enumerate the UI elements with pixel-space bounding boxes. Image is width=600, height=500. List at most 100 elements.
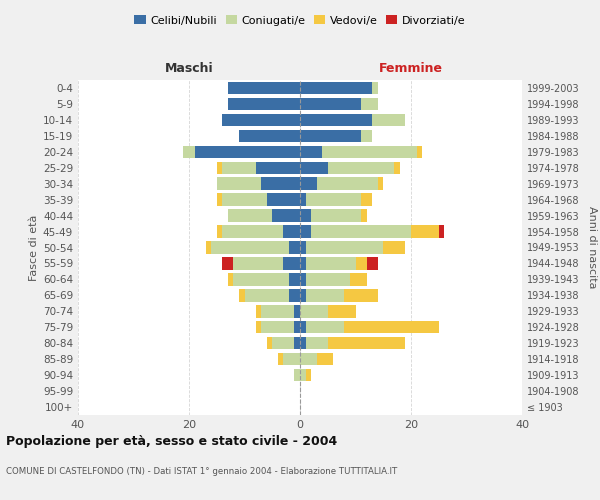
Bar (372, 82, 378, 94)
Bar (305, 242, 383, 254)
Bar (311, 226, 411, 238)
Bar (300, 273, 305, 285)
Bar (228, 210, 272, 222)
Bar (239, 130, 300, 142)
Bar (328, 305, 356, 318)
Bar (383, 242, 406, 254)
Bar (439, 226, 445, 238)
Bar (295, 305, 300, 318)
Bar (361, 130, 372, 142)
Bar (228, 82, 300, 94)
Bar (223, 114, 300, 126)
Text: Maschi: Maschi (164, 62, 214, 75)
Bar (322, 146, 416, 158)
Bar (328, 162, 394, 174)
Bar (206, 242, 211, 254)
Bar (223, 257, 233, 270)
Bar (300, 305, 328, 318)
Bar (283, 226, 300, 238)
Bar (300, 337, 305, 349)
Bar (283, 353, 300, 366)
Bar (361, 194, 372, 206)
Bar (289, 289, 300, 302)
Y-axis label: Fasce di età: Fasce di età (29, 214, 39, 280)
Bar (267, 337, 272, 349)
Bar (300, 210, 311, 222)
Bar (289, 273, 300, 285)
Bar (356, 257, 367, 270)
Bar (228, 98, 300, 110)
Bar (300, 98, 361, 110)
Bar (300, 353, 317, 366)
Bar (361, 210, 367, 222)
Bar (217, 178, 261, 190)
Bar (300, 162, 328, 174)
Bar (305, 369, 311, 382)
Bar (256, 321, 261, 334)
Bar (411, 226, 439, 238)
Y-axis label: Anni di nascita: Anni di nascita (587, 206, 596, 288)
Bar (278, 353, 283, 366)
Text: Femmine: Femmine (379, 62, 443, 75)
Bar (256, 162, 300, 174)
Bar (344, 289, 378, 302)
Bar (305, 257, 356, 270)
Bar (300, 114, 372, 126)
Bar (394, 162, 400, 174)
Bar (300, 82, 372, 94)
Bar (223, 226, 283, 238)
Bar (300, 194, 305, 206)
Text: Popolazione per età, sesso e stato civile - 2004: Popolazione per età, sesso e stato civil… (6, 435, 337, 448)
Bar (217, 162, 223, 174)
Bar (311, 210, 361, 222)
Bar (239, 289, 245, 302)
Bar (295, 337, 300, 349)
Bar (317, 353, 334, 366)
Bar (305, 273, 350, 285)
Bar (184, 146, 194, 158)
Bar (194, 146, 300, 158)
Bar (361, 98, 378, 110)
Legend: Celibi/Nubili, Coniugati/e, Vedovi/e, Divorziati/e: Celibi/Nubili, Coniugati/e, Vedovi/e, Di… (131, 12, 469, 29)
Bar (272, 210, 300, 222)
Bar (300, 321, 305, 334)
Bar (300, 369, 305, 382)
Bar (300, 289, 305, 302)
Bar (283, 257, 300, 270)
Bar (289, 242, 300, 254)
Bar (300, 226, 311, 238)
Bar (217, 194, 223, 206)
Bar (367, 257, 378, 270)
Bar (267, 194, 300, 206)
Bar (261, 178, 300, 190)
Bar (300, 242, 305, 254)
Bar (295, 321, 300, 334)
Bar (372, 114, 406, 126)
Bar (300, 130, 361, 142)
Bar (295, 369, 300, 382)
Bar (305, 321, 344, 334)
Bar (300, 257, 305, 270)
Bar (223, 162, 256, 174)
Bar (300, 146, 322, 158)
Bar (228, 273, 233, 285)
Bar (350, 273, 367, 285)
Bar (378, 178, 383, 190)
Bar (245, 289, 289, 302)
Bar (317, 178, 378, 190)
Text: COMUNE DI CASTELFONDO (TN) - Dati ISTAT 1° gennaio 2004 - Elaborazione TUTTITALI: COMUNE DI CASTELFONDO (TN) - Dati ISTAT … (6, 468, 397, 476)
Bar (233, 257, 283, 270)
Bar (305, 289, 344, 302)
Bar (344, 321, 439, 334)
Bar (305, 194, 361, 206)
Bar (256, 305, 261, 318)
Bar (305, 337, 328, 349)
Bar (217, 226, 223, 238)
Bar (261, 305, 295, 318)
Bar (272, 337, 295, 349)
Bar (261, 321, 295, 334)
Bar (211, 242, 289, 254)
Bar (300, 178, 317, 190)
Bar (416, 146, 422, 158)
Bar (328, 337, 406, 349)
